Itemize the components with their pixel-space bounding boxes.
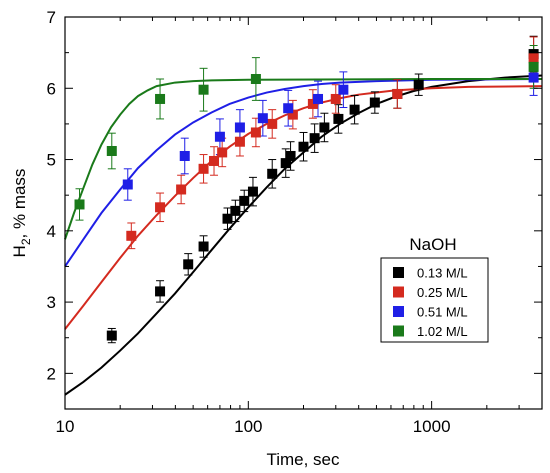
data-point-0-13-m-l — [280, 158, 291, 169]
data-point-0-25-m-l — [217, 147, 228, 158]
data-point-0-51-m-l — [122, 179, 133, 190]
x-tick-label: 10 — [56, 417, 75, 436]
x-tick-label: 100 — [234, 417, 262, 436]
legend-marker-0-25-m-l — [393, 286, 404, 298]
data-point-0-25-m-l — [209, 155, 220, 166]
data-point-0-51-m-l — [313, 93, 324, 104]
data-point-0-25-m-l — [198, 163, 209, 174]
data-point-0-51-m-l — [257, 113, 268, 124]
y-tick-label: 2 — [47, 364, 56, 383]
y-axis-title: H2, % mass — [10, 169, 33, 258]
data-point-0-25-m-l — [528, 53, 539, 64]
data-point-0-25-m-l — [155, 202, 166, 213]
data-point-0-13-m-l — [298, 141, 309, 152]
data-point-0-25-m-l — [126, 230, 137, 241]
data-point-0-25-m-l — [287, 109, 298, 120]
data-point-0-13-m-l — [106, 330, 117, 341]
y-axis-title-main: H — [10, 245, 29, 257]
y-tick-label: 5 — [47, 151, 56, 170]
legend-marker-0-13-m-l — [393, 267, 404, 278]
legend-title: NaOH — [409, 235, 456, 254]
fit-curve-0-51-m-l — [64, 78, 543, 268]
data-point-0-13-m-l — [319, 122, 330, 133]
data-point-0-13-m-l — [349, 104, 360, 115]
legend-marker-1-02-m-l — [393, 325, 404, 337]
data-point-1-02-m-l — [528, 61, 539, 72]
legend-label-0-51-m-l: 0.51 M/L — [417, 305, 468, 320]
axis-ticks: 10 100 1000 2 3 4 5 6 7 — [47, 8, 543, 436]
data-point-0-13-m-l — [222, 213, 233, 224]
data-point-0-13-m-l — [285, 150, 296, 161]
data-point-0-51-m-l — [283, 103, 294, 114]
legend: NaOH 0.13 M/L 0.25 M/L 0.51 M/L 1.02 M/L — [380, 235, 489, 343]
data-points — [74, 49, 539, 341]
data-point-0-25-m-l — [267, 118, 278, 129]
data-point-0-13-m-l — [198, 241, 209, 252]
data-point-0-13-m-l — [247, 186, 258, 197]
data-point-0-13-m-l — [155, 286, 166, 297]
data-point-0-25-m-l — [392, 88, 403, 99]
x-axis-title: Time, sec — [266, 450, 340, 469]
data-point-0-13-m-l — [267, 168, 278, 179]
data-point-1-02-m-l — [198, 84, 209, 95]
data-point-0-13-m-l — [230, 205, 241, 216]
data-point-0-13-m-l — [183, 259, 194, 270]
y-tick-label: 4 — [47, 222, 56, 241]
fit-curve-1-02-m-l — [64, 78, 542, 240]
y-tick-label: 3 — [47, 293, 56, 312]
data-point-0-51-m-l — [214, 131, 225, 142]
data-point-0-13-m-l — [309, 133, 320, 144]
legend-label-0-13-m-l: 0.13 M/L — [417, 266, 468, 281]
data-point-1-02-m-l — [74, 199, 85, 210]
legend-label-1-02-m-l: 1.02 M/L — [417, 324, 468, 339]
data-point-0-25-m-l — [307, 98, 318, 109]
legend-marker-0-51-m-l — [393, 306, 404, 317]
data-point-0-25-m-l — [234, 136, 245, 147]
data-point-0-13-m-l — [369, 97, 380, 108]
data-point-1-02-m-l — [155, 93, 166, 104]
data-point-1-02-m-l — [106, 145, 117, 156]
y-axis-title-subscript: 2 — [19, 238, 33, 245]
data-point-0-25-m-l — [250, 127, 261, 138]
y-tick-label: 7 — [47, 8, 56, 27]
legend-items: 0.13 M/L 0.25 M/L 0.51 M/L 1.02 M/L — [393, 266, 468, 339]
data-point-0-25-m-l — [330, 93, 341, 104]
data-point-0-25-m-l — [176, 184, 187, 195]
data-point-0-13-m-l — [333, 113, 344, 124]
data-point-0-51-m-l — [234, 122, 245, 133]
legend-label-0-25-m-l: 0.25 M/L — [417, 285, 468, 300]
y-tick-label: 6 — [47, 79, 56, 98]
data-point-0-13-m-l — [239, 195, 250, 206]
x-tick-label: 1000 — [413, 417, 451, 436]
data-point-0-51-m-l — [338, 84, 349, 95]
data-point-0-13-m-l — [413, 79, 424, 90]
y-axis-title-rest: , % mass — [10, 169, 29, 239]
data-point-0-51-m-l — [179, 150, 190, 161]
data-point-0-51-m-l — [528, 72, 539, 83]
data-point-1-02-m-l — [250, 74, 261, 85]
